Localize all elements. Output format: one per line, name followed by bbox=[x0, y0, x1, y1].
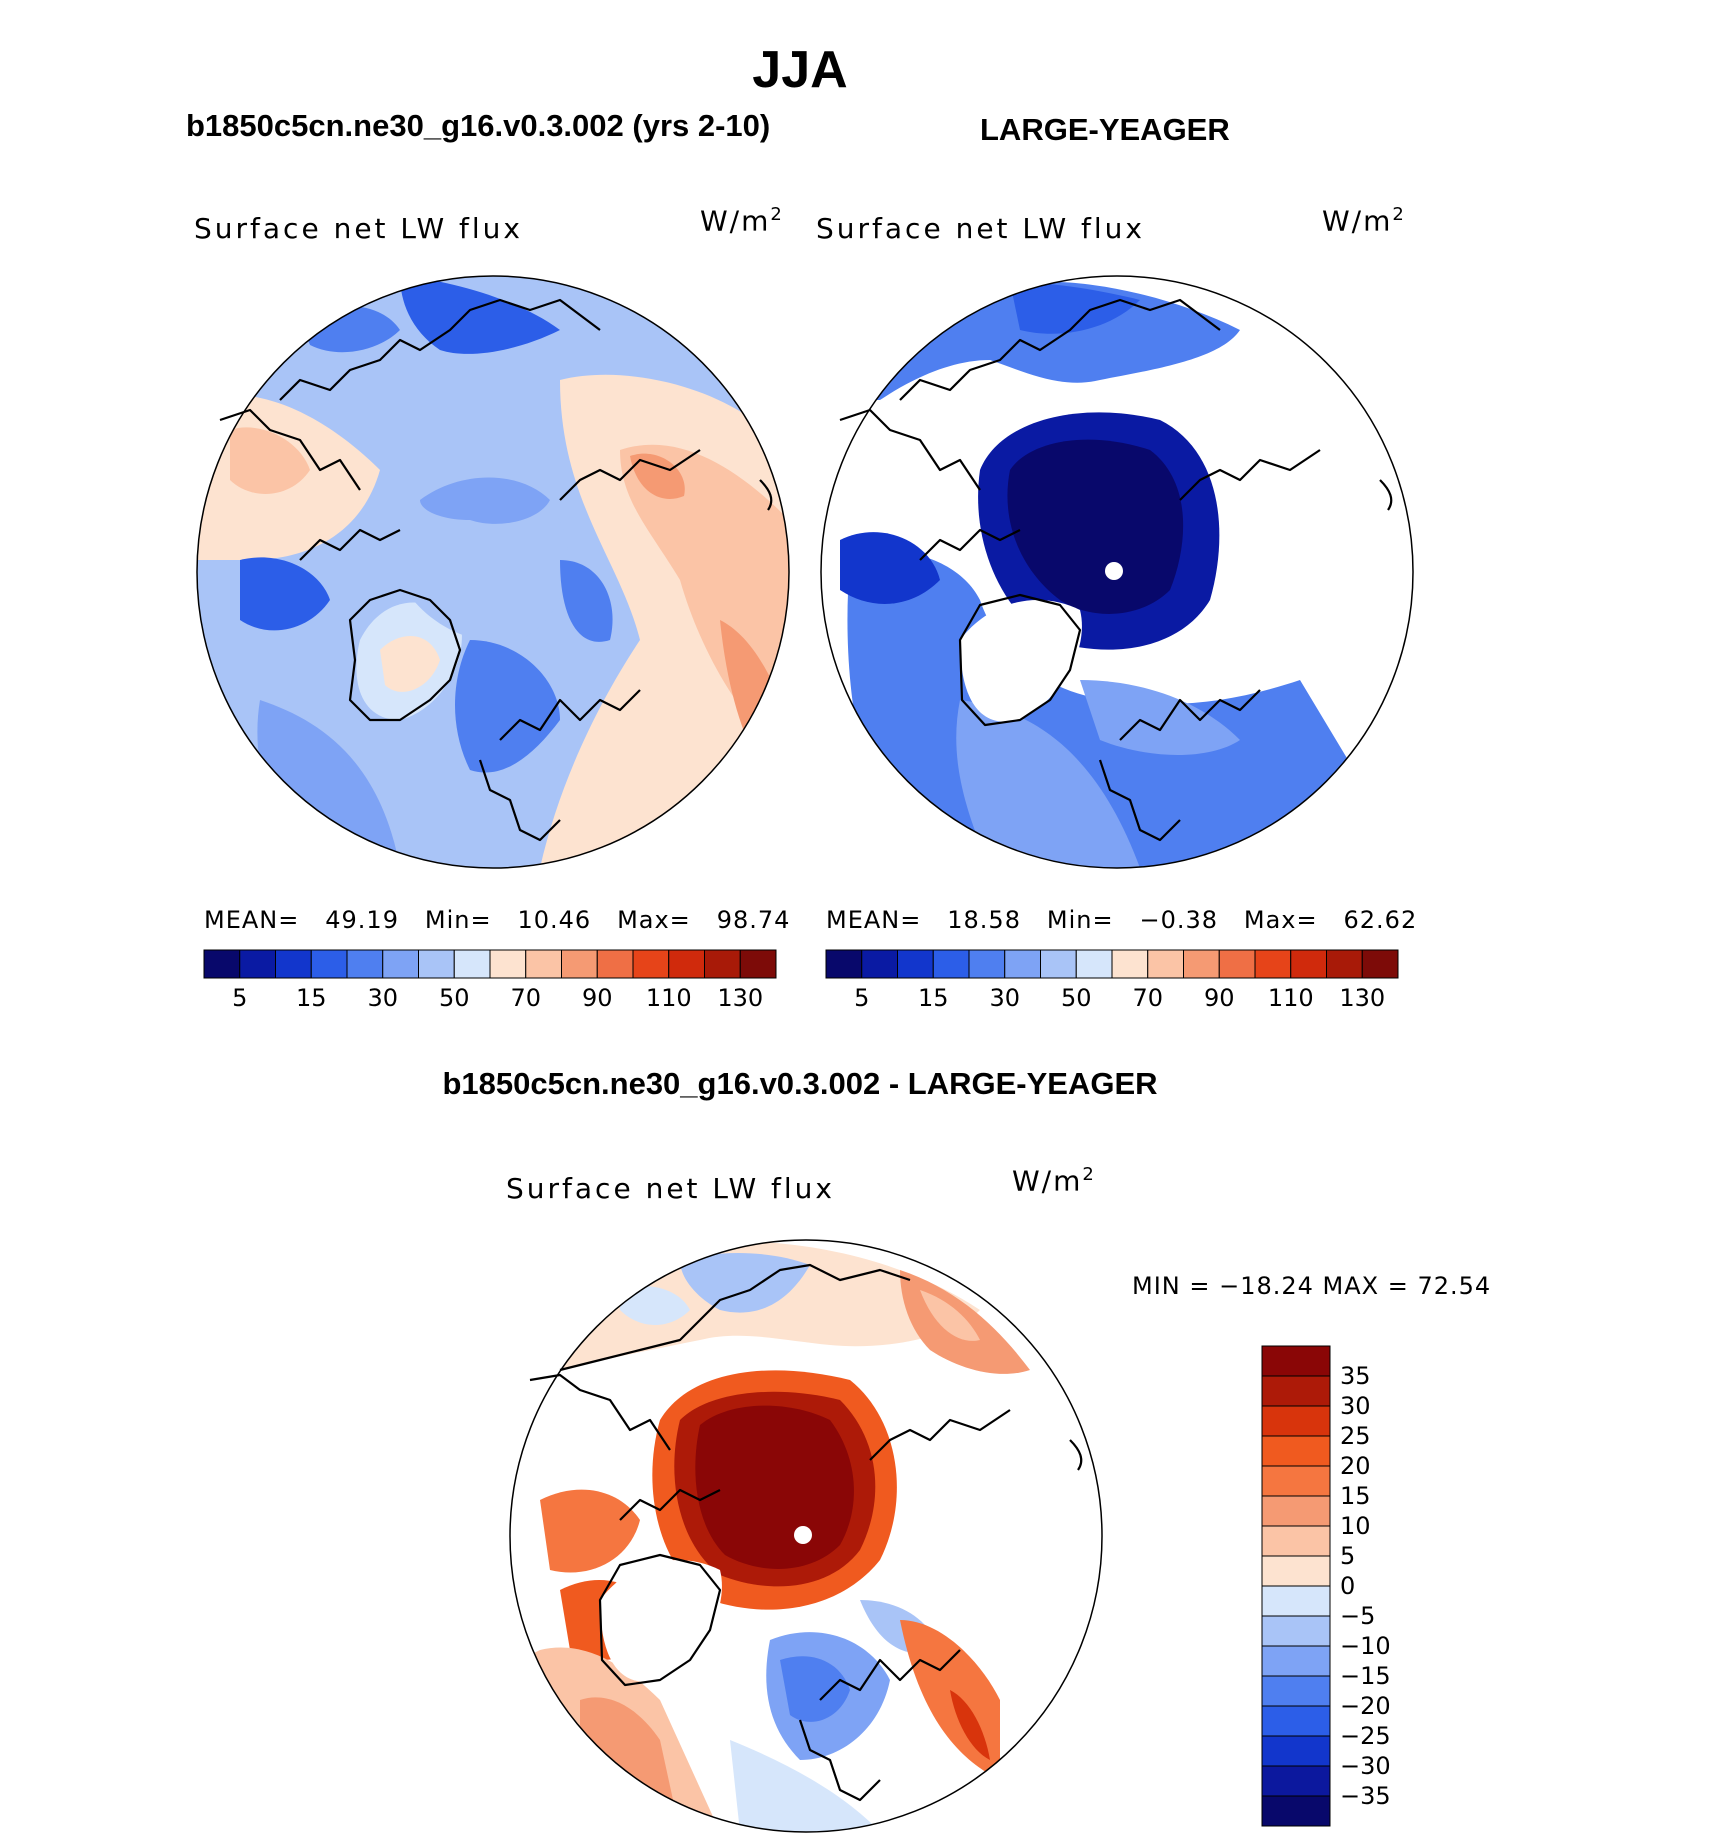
colorbar-tick-label: 15 bbox=[1340, 1482, 1371, 1510]
colorbar-swatch bbox=[453, 949, 491, 979]
colorbar-tick-label: 15 bbox=[295, 984, 327, 1012]
colorbar-swatch bbox=[239, 949, 276, 979]
panel3-colorbar bbox=[1261, 1345, 1331, 1827]
colorbar-swatch bbox=[1147, 949, 1184, 979]
colorbar-tick-label: 130 bbox=[717, 984, 764, 1012]
colorbar-tick-label: 0 bbox=[1340, 1572, 1356, 1600]
colorbar-tick-label: 10 bbox=[1340, 1512, 1371, 1540]
colorbar-swatch bbox=[1261, 1495, 1331, 1527]
colorbar-swatch bbox=[310, 949, 348, 979]
colorbar-swatch bbox=[1261, 1615, 1331, 1647]
colorbar-swatch bbox=[1261, 1795, 1331, 1827]
colorbar-tick-label: 30 bbox=[989, 984, 1021, 1012]
colorbar-swatch bbox=[418, 949, 455, 979]
colorbar-tick-label: −30 bbox=[1340, 1752, 1391, 1780]
colorbar-swatch bbox=[861, 949, 898, 979]
panel1-units: W/m2 bbox=[700, 204, 784, 238]
colorbar-tick-label: 15 bbox=[917, 984, 949, 1012]
colorbar-swatch bbox=[1261, 1465, 1331, 1497]
colorbar-swatch bbox=[1261, 1645, 1331, 1677]
colorbar-swatch bbox=[1183, 949, 1220, 979]
colorbar-tick-label: 70 bbox=[1132, 984, 1164, 1012]
colorbar-tick-label: −35 bbox=[1340, 1782, 1391, 1810]
colorbar-swatch bbox=[1261, 1375, 1331, 1407]
colorbar-swatch bbox=[932, 949, 970, 979]
colorbar-tick-label: 50 bbox=[1060, 984, 1092, 1012]
colorbar-tick-label: 30 bbox=[1340, 1392, 1371, 1420]
colorbar-swatch bbox=[1261, 1675, 1331, 1707]
panel3-minmax: MIN = −18.24 MAX = 72.54 bbox=[1132, 1272, 1492, 1300]
colorbar-swatch bbox=[968, 949, 1006, 979]
colorbar-tick-label: 70 bbox=[510, 984, 542, 1012]
colorbar-swatch bbox=[203, 949, 241, 979]
colorbar-tick-label: 110 bbox=[645, 984, 692, 1012]
colorbar-tick-label: −10 bbox=[1340, 1632, 1391, 1660]
panel1-stats: MEAN= 49.19 Min= 10.46 Max= 98.74 bbox=[204, 906, 791, 934]
colorbar-swatch bbox=[1040, 949, 1077, 979]
colorbar-swatch bbox=[489, 949, 527, 979]
colorbar-swatch bbox=[1111, 949, 1149, 979]
colorbar-swatch bbox=[1261, 1585, 1331, 1617]
colorbar-swatch bbox=[1326, 949, 1363, 979]
colorbar-tick-label: −5 bbox=[1340, 1602, 1376, 1630]
panel1-map bbox=[196, 275, 790, 869]
colorbar-swatch bbox=[668, 949, 705, 979]
colorbar-tick-label: 25 bbox=[1340, 1422, 1371, 1450]
colorbar-swatch bbox=[897, 949, 934, 979]
panel2-units: W/m2 bbox=[1322, 204, 1406, 238]
panel1-variable-title: Surface net LW flux bbox=[194, 212, 523, 245]
colorbar-tick-label: 90 bbox=[581, 984, 613, 1012]
colorbar-swatch bbox=[739, 949, 777, 979]
colorbar-tick-label: −25 bbox=[1340, 1722, 1391, 1750]
colorbar-swatch bbox=[825, 949, 863, 979]
colorbar-tick-label: 110 bbox=[1267, 984, 1314, 1012]
colorbar-swatch bbox=[1261, 1405, 1331, 1437]
right-case-title: LARGE-YEAGER bbox=[980, 112, 1230, 147]
panel2-stats: MEAN= 18.58 Min= −0.38 Max= 62.62 bbox=[826, 906, 1418, 934]
colorbar-swatch bbox=[1261, 1435, 1331, 1467]
colorbar-swatch bbox=[1254, 949, 1292, 979]
colorbar-swatch bbox=[1004, 949, 1041, 979]
colorbar-tick-label: 130 bbox=[1339, 984, 1386, 1012]
panel2-colorbar bbox=[825, 949, 1399, 979]
colorbar-tick-label: 90 bbox=[1203, 984, 1235, 1012]
colorbar-tick-label: 5 bbox=[1340, 1542, 1356, 1570]
colorbar-tick-label: −15 bbox=[1340, 1662, 1391, 1690]
colorbar-swatch bbox=[1290, 949, 1327, 979]
colorbar-tick-label: 5 bbox=[232, 984, 248, 1012]
panel1-colorbar bbox=[203, 949, 777, 979]
colorbar-tick-label: 50 bbox=[438, 984, 470, 1012]
panel3-units: W/m2 bbox=[1012, 1164, 1096, 1198]
colorbar-tick-label: 35 bbox=[1340, 1362, 1371, 1390]
colorbar-swatch bbox=[382, 949, 419, 979]
panel3-variable-title: Surface net LW flux bbox=[506, 1172, 835, 1205]
colorbar-swatch bbox=[525, 949, 562, 979]
colorbar-swatch bbox=[632, 949, 670, 979]
colorbar-swatch bbox=[1261, 1555, 1331, 1587]
colorbar-swatch bbox=[1075, 949, 1113, 979]
colorbar-swatch bbox=[1218, 949, 1256, 979]
colorbar-swatch bbox=[596, 949, 634, 979]
figure-title: JJA bbox=[752, 41, 848, 99]
panel2-variable-title: Surface net LW flux bbox=[816, 212, 1145, 245]
difference-case-title: b1850c5cn.ne30_g16.v0.3.002 - LARGE-YEAG… bbox=[442, 1066, 1158, 1101]
left-case-title: b1850c5cn.ne30_g16.v0.3.002 (yrs 2-10) bbox=[186, 108, 771, 143]
colorbar-swatch bbox=[1261, 1765, 1331, 1797]
panel2-map bbox=[820, 275, 1414, 869]
colorbar-swatch bbox=[1261, 1345, 1331, 1377]
colorbar-swatch bbox=[1261, 1525, 1331, 1557]
colorbar-swatch bbox=[1261, 1735, 1331, 1767]
colorbar-swatch bbox=[704, 949, 741, 979]
colorbar-tick-label: 5 bbox=[854, 984, 870, 1012]
panel3-map bbox=[509, 1239, 1103, 1833]
colorbar-swatch bbox=[346, 949, 384, 979]
colorbar-tick-label: −20 bbox=[1340, 1692, 1391, 1720]
colorbar-tick-label: 30 bbox=[367, 984, 399, 1012]
colorbar-swatch bbox=[561, 949, 598, 979]
colorbar-swatch bbox=[275, 949, 312, 979]
colorbar-tick-label: 20 bbox=[1340, 1452, 1371, 1480]
colorbar-swatch bbox=[1261, 1705, 1331, 1737]
colorbar-swatch bbox=[1361, 949, 1399, 979]
